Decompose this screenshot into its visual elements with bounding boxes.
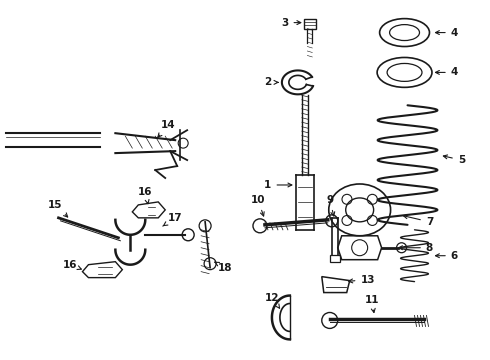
Text: 14: 14 (158, 120, 175, 137)
Text: 15: 15 (49, 200, 68, 217)
Text: 4: 4 (436, 28, 458, 37)
Text: 16: 16 (63, 260, 81, 270)
Text: 11: 11 (365, 294, 379, 312)
Bar (330, 255, 340, 262)
Bar (304, 19, 316, 28)
Text: 5: 5 (443, 155, 465, 165)
Text: 8: 8 (398, 243, 433, 253)
Text: 4: 4 (436, 67, 458, 77)
Text: 7: 7 (403, 215, 433, 227)
Text: 18: 18 (215, 262, 232, 273)
Text: 13: 13 (349, 275, 375, 285)
Text: 16: 16 (138, 187, 152, 204)
Text: 3: 3 (281, 18, 301, 28)
Text: 6: 6 (436, 251, 458, 261)
Text: 1: 1 (264, 180, 292, 190)
Text: 17: 17 (163, 213, 182, 226)
Text: 10: 10 (251, 195, 265, 216)
Text: 12: 12 (265, 293, 280, 308)
Text: 9: 9 (326, 195, 335, 216)
Text: 2: 2 (264, 77, 278, 87)
